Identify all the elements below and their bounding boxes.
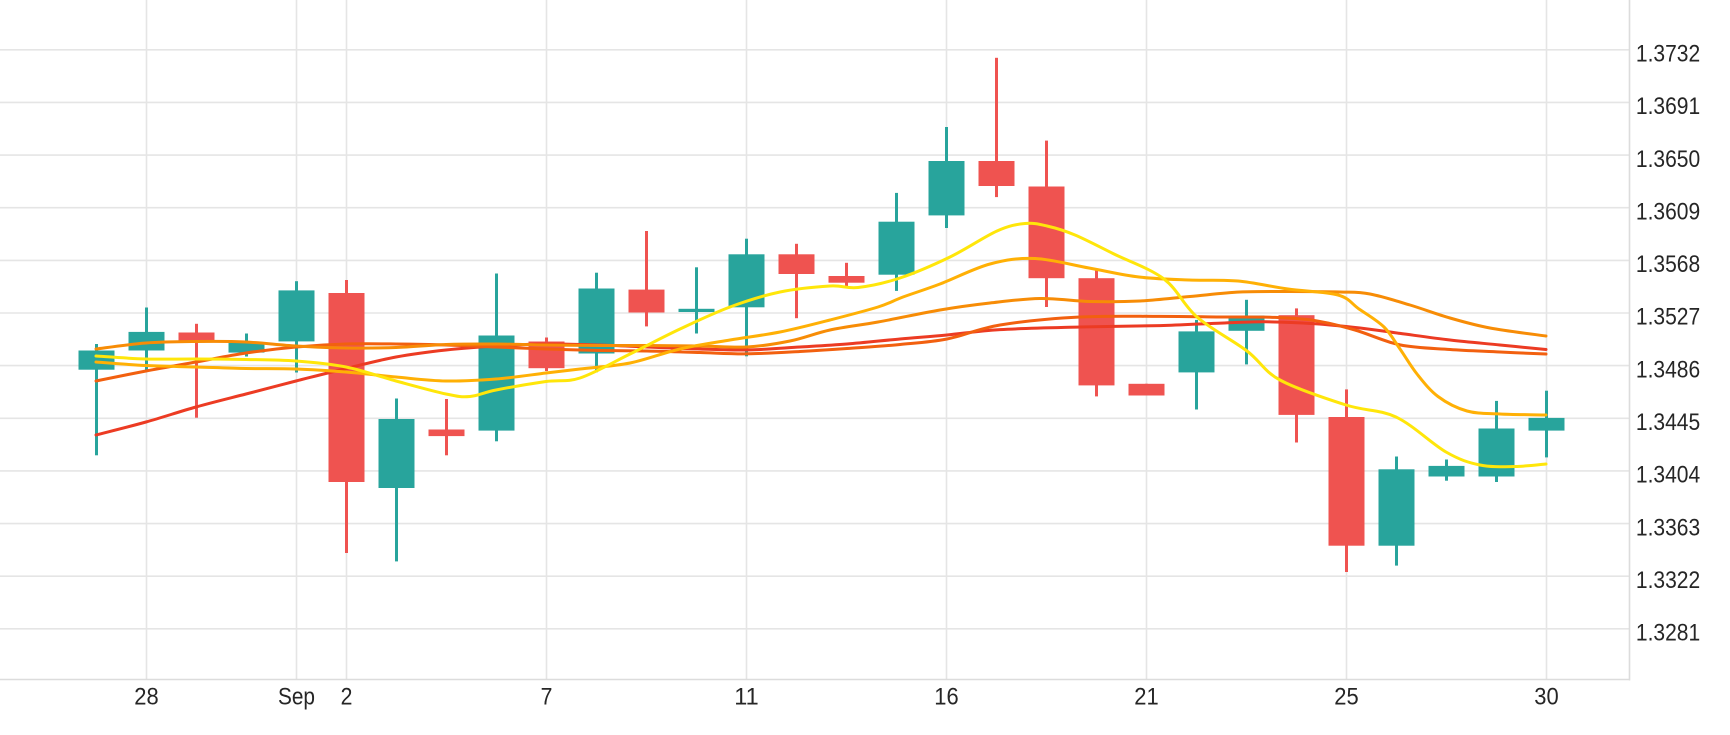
svg-text:1.3363: 1.3363: [1636, 514, 1700, 541]
svg-text:1.3404: 1.3404: [1636, 462, 1700, 489]
svg-text:2: 2: [341, 683, 353, 710]
svg-text:1.3445: 1.3445: [1636, 409, 1700, 436]
svg-text:30: 30: [1534, 683, 1558, 710]
svg-text:28: 28: [134, 683, 158, 710]
svg-text:11: 11: [734, 683, 758, 710]
svg-text:1.3281: 1.3281: [1636, 620, 1700, 647]
svg-text:1.3568: 1.3568: [1636, 251, 1700, 278]
svg-text:1.3486: 1.3486: [1636, 356, 1700, 383]
svg-text:1.3609: 1.3609: [1636, 198, 1700, 225]
svg-text:25: 25: [1334, 683, 1358, 710]
svg-text:1.3527: 1.3527: [1636, 304, 1700, 331]
svg-text:1.3732: 1.3732: [1636, 41, 1700, 68]
svg-text:16: 16: [934, 683, 958, 710]
svg-text:21: 21: [1134, 683, 1158, 710]
svg-text:1.3322: 1.3322: [1636, 567, 1700, 594]
svg-text:7: 7: [541, 683, 553, 710]
svg-text:Sep: Sep: [278, 683, 315, 710]
svg-text:1.3650: 1.3650: [1636, 146, 1700, 173]
svg-text:1.3691: 1.3691: [1636, 93, 1700, 120]
